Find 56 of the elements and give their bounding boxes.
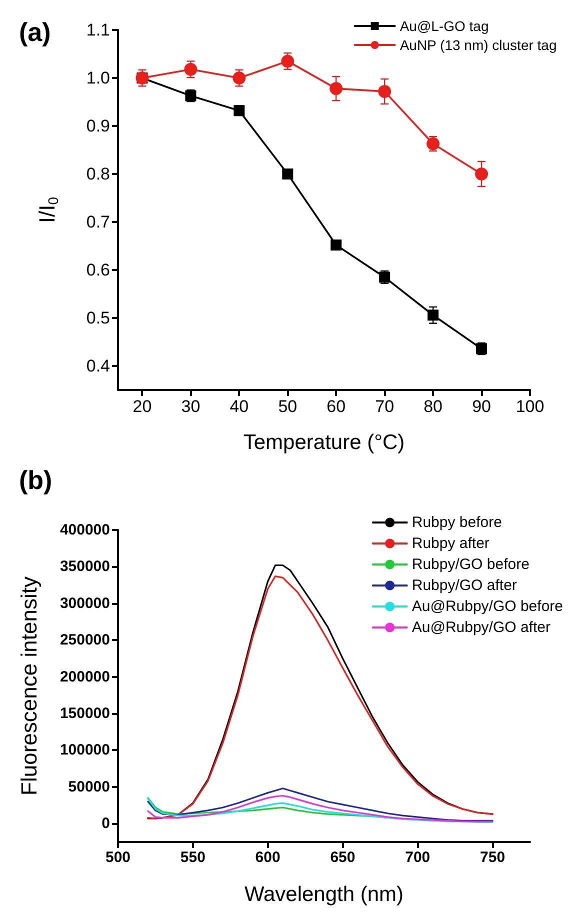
y-axis-title: Fluorescence intensity xyxy=(16,576,42,796)
point xyxy=(281,54,294,68)
y-tick-label: 0.9 xyxy=(86,116,110,136)
y-tick-label: 250000 xyxy=(60,632,110,649)
legend-label: Au@Rubpy/GO before xyxy=(412,598,564,615)
point xyxy=(232,72,246,84)
x-tick-label: 90 xyxy=(472,397,491,416)
y-tick-label: 50000 xyxy=(68,778,110,796)
y-tick-label: 0 xyxy=(102,815,110,832)
point xyxy=(184,62,198,76)
point xyxy=(475,168,488,180)
point xyxy=(428,310,439,321)
x-tick-label: 100 xyxy=(516,397,544,416)
y-tick-label: 0.8 xyxy=(86,164,110,184)
x-axis-title: Temperature (°C) xyxy=(243,431,405,454)
y-tick-label: 0.7 xyxy=(86,212,110,232)
x-tick-label: 550 xyxy=(180,849,206,866)
x-tick-label: 700 xyxy=(405,849,430,866)
point xyxy=(330,82,343,96)
legend-label: Rubpy/GO before xyxy=(412,556,530,573)
chart-title: (b) xyxy=(19,465,52,495)
legend-label: Au@Rubpy/GO after xyxy=(412,619,550,636)
y-tick-label: 1.1 xyxy=(86,20,110,40)
y-tick-label: 350000 xyxy=(60,558,110,576)
x-tick-label: 40 xyxy=(230,397,249,416)
x-tick-label: 80 xyxy=(424,397,443,416)
y-tick-label: 100000 xyxy=(60,742,110,759)
x-tick-label: 60 xyxy=(326,397,346,416)
x-tick-label: 500 xyxy=(105,849,131,866)
x-tick-label: 20 xyxy=(132,397,152,416)
point xyxy=(330,240,342,251)
y-axis-title: I/I0 xyxy=(34,196,61,224)
y-tick-label: 150000 xyxy=(60,705,110,722)
x-tick-label: 50 xyxy=(278,397,298,416)
x-tick-label: 600 xyxy=(255,849,280,866)
point xyxy=(282,168,294,180)
legend-label: Rubpy before xyxy=(412,514,502,531)
point xyxy=(378,84,392,98)
legend-label: Rubpy/GO after xyxy=(412,577,517,594)
y-tick-label: 0.4 xyxy=(86,356,110,376)
x-tick-label: 30 xyxy=(181,397,200,416)
y-tick-label: 0.5 xyxy=(86,308,110,328)
y-tick-label: 0.6 xyxy=(86,260,110,280)
legend-label: Au@L-GO tag xyxy=(400,18,489,34)
y-tick-label: 300000 xyxy=(60,594,110,612)
x-axis-title: Wavelength (nm) xyxy=(244,883,404,906)
x-tick-label: 650 xyxy=(330,849,356,866)
x-tick-label: 750 xyxy=(480,849,506,866)
y-tick-label: 200000 xyxy=(60,668,110,686)
legend-label: AuNP (13 nm) cluster tag xyxy=(400,37,557,53)
x-tick-label: 70 xyxy=(375,397,394,416)
legend-label: Rubpy after xyxy=(412,535,490,552)
chart-title: (a) xyxy=(19,17,51,47)
y-tick-label: 400000 xyxy=(60,522,110,538)
line-series xyxy=(147,788,494,822)
y-tick-label: 1.0 xyxy=(86,68,110,88)
